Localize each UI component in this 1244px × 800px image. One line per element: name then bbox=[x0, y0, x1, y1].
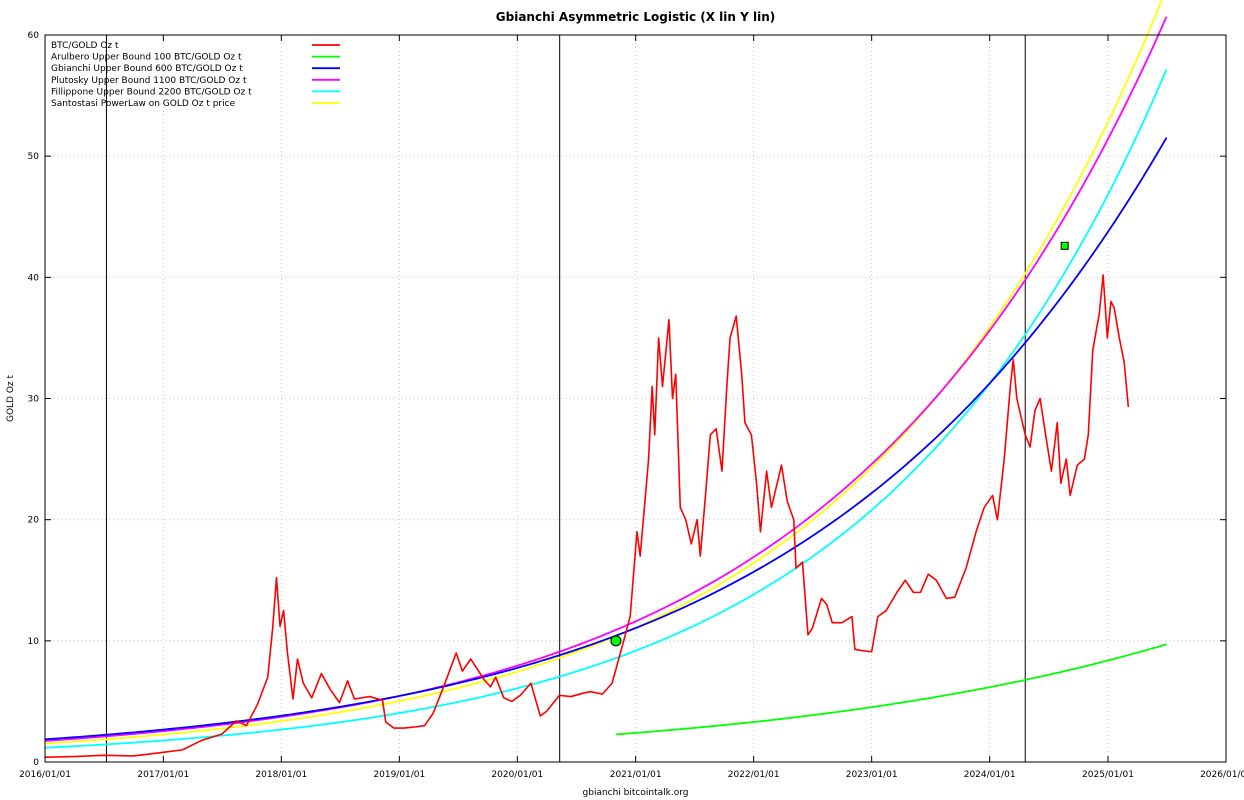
milestone-square-marker bbox=[1060, 241, 1069, 250]
x-tick-label: 2019/01/01 bbox=[373, 770, 425, 780]
legend-label: Fillippone Upper Bound 2200 BTC/GOLD Oz … bbox=[51, 87, 252, 97]
x-tick-label: 2024/01/01 bbox=[964, 770, 1016, 780]
y-tick-label: 50 bbox=[28, 152, 40, 162]
x-tick-label: 2022/01/01 bbox=[728, 770, 780, 780]
series-line-plutosky bbox=[44, 16, 1168, 742]
x-tick-label: 2018/01/01 bbox=[255, 770, 307, 780]
series-line-fillippone bbox=[44, 68, 1168, 749]
markers bbox=[610, 241, 1069, 647]
vertical-lines bbox=[105, 35, 1026, 762]
legend-label: Santostasi PowerLaw on GOLD Oz t price bbox=[51, 99, 236, 109]
axis-ticks: 0 10 20 30 40 50 60 2016/01/01 2017/01/01 2018/01… bbox=[19, 31, 1244, 780]
y-tick-label: 30 bbox=[28, 395, 40, 405]
y-tick-label: 0 bbox=[33, 758, 39, 768]
grid bbox=[45, 35, 1226, 762]
x-tick-label: 2025/01/01 bbox=[1082, 770, 1134, 780]
y-tick-label: 60 bbox=[28, 31, 40, 41]
series-line-btc-gold bbox=[44, 274, 1130, 758]
x-axis-label: gbianchi bitcointalk.org bbox=[583, 788, 689, 798]
series-lines bbox=[44, 0, 1168, 758]
milestone-circle-marker bbox=[610, 635, 622, 647]
x-tick-label: 2016/01/01 bbox=[19, 770, 71, 780]
x-tick-label: 2023/01/01 bbox=[846, 770, 898, 780]
y-axis-label: GOLD Oz t bbox=[6, 374, 16, 422]
x-tick-label: 2017/01/01 bbox=[137, 770, 189, 780]
x-tick-label: 2026/01/01 bbox=[1200, 770, 1244, 780]
legend-label: Arulbero Upper Bound 100 BTC/GOLD Oz t bbox=[51, 53, 242, 63]
series-line-gbianchi bbox=[44, 137, 1168, 741]
series-line-arulbero bbox=[615, 643, 1167, 736]
legend-label: Plutosky Upper Bound 1100 BTC/GOLD Oz t bbox=[51, 76, 247, 86]
y-tick-label: 40 bbox=[28, 273, 40, 283]
chart-title: Gbianchi Asymmetric Logistic (X lin Y li… bbox=[496, 10, 775, 24]
legend: BTC/GOLD Oz t Arulbero Upper Bound 100 BT… bbox=[51, 41, 340, 109]
y-tick-label: 10 bbox=[28, 637, 40, 647]
legend-label: Gbianchi Upper Bound 600 BTC/GOLD Oz t bbox=[51, 64, 243, 74]
x-tick-label: 2020/01/01 bbox=[491, 770, 543, 780]
series-line-santostasi bbox=[44, 0, 1163, 745]
y-tick-label: 20 bbox=[28, 516, 40, 526]
plot-frame bbox=[44, 34, 1227, 763]
x-tick-label: 2021/01/01 bbox=[610, 770, 662, 780]
legend-label: BTC/GOLD Oz t bbox=[51, 41, 119, 51]
